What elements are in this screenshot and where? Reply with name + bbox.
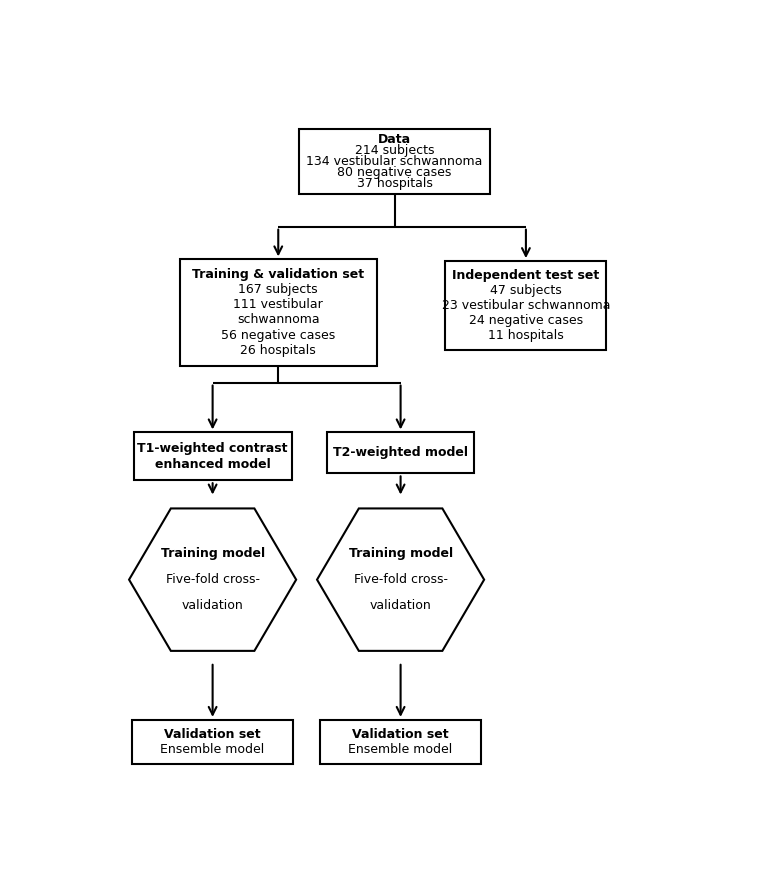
Text: Ensemble model: Ensemble model: [349, 743, 453, 756]
Text: Data: Data: [378, 134, 411, 147]
Text: T2-weighted model: T2-weighted model: [333, 447, 468, 459]
Text: validation: validation: [182, 599, 243, 612]
Text: 56 negative cases: 56 negative cases: [221, 328, 336, 342]
FancyBboxPatch shape: [299, 129, 490, 194]
Text: 167 subjects: 167 subjects: [239, 283, 318, 296]
Text: 26 hospitals: 26 hospitals: [240, 344, 316, 357]
Text: Five-fold cross-: Five-fold cross-: [166, 573, 259, 587]
Text: 111 vestibular: 111 vestibular: [233, 298, 323, 312]
Polygon shape: [317, 508, 484, 651]
Text: 24 negative cases: 24 negative cases: [469, 314, 583, 327]
Text: enhanced model: enhanced model: [155, 457, 270, 471]
FancyBboxPatch shape: [132, 720, 293, 765]
FancyBboxPatch shape: [133, 433, 292, 481]
Text: T1-weighted contrast: T1-weighted contrast: [137, 441, 288, 455]
FancyBboxPatch shape: [327, 433, 474, 473]
Text: Training model: Training model: [349, 547, 453, 560]
Text: Training model: Training model: [161, 547, 265, 560]
Text: 47 subjects: 47 subjects: [490, 284, 562, 297]
Text: 37 hospitals: 37 hospitals: [357, 177, 433, 190]
Text: validation: validation: [370, 599, 431, 612]
Text: schwannoma: schwannoma: [237, 313, 320, 327]
FancyBboxPatch shape: [179, 259, 377, 366]
Text: 80 negative cases: 80 negative cases: [337, 166, 452, 179]
Text: Ensemble model: Ensemble model: [160, 743, 265, 756]
Text: 214 subjects: 214 subjects: [355, 144, 434, 158]
Polygon shape: [129, 508, 296, 651]
Text: Training & validation set: Training & validation set: [192, 268, 364, 281]
Text: Validation set: Validation set: [353, 728, 449, 741]
Text: Five-fold cross-: Five-fold cross-: [353, 573, 447, 587]
Text: Independent test set: Independent test set: [452, 270, 600, 282]
Text: 11 hospitals: 11 hospitals: [488, 328, 564, 342]
Text: 134 vestibular schwannoma: 134 vestibular schwannoma: [306, 155, 483, 168]
Text: 23 vestibular schwannoma: 23 vestibular schwannoma: [442, 299, 610, 312]
Text: Validation set: Validation set: [164, 728, 261, 741]
FancyBboxPatch shape: [320, 720, 481, 765]
FancyBboxPatch shape: [445, 261, 607, 350]
